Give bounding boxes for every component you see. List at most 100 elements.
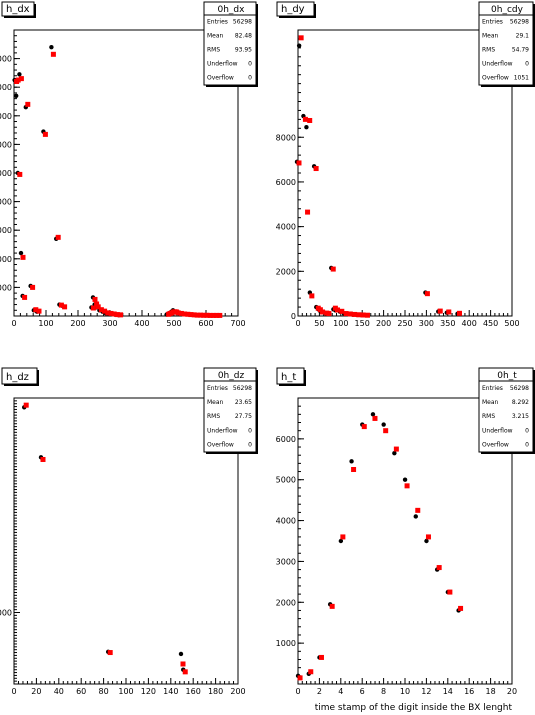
data-point — [191, 312, 197, 318]
data-point — [15, 77, 21, 83]
x-tick-label: 6 — [360, 687, 365, 696]
x-tick-label: 0 — [295, 319, 300, 328]
stats-box — [203, 367, 257, 453]
data-point — [298, 35, 304, 41]
data-point — [413, 514, 418, 519]
x-tick-label: 100 — [118, 687, 133, 696]
series-0 — [12, 44, 220, 318]
chart-title: h_t — [281, 372, 296, 383]
title-box — [1, 367, 38, 385]
data-point — [339, 308, 345, 314]
stats-value: 0 — [525, 61, 529, 68]
x-tick-label: 80 — [99, 687, 109, 696]
series-1 — [297, 415, 464, 681]
data-point — [364, 312, 370, 318]
data-point — [347, 311, 353, 317]
x-tick-label: 40 — [54, 687, 64, 696]
data-point — [58, 302, 64, 308]
y-tick-label: 9000 — [0, 55, 12, 64]
data-point — [198, 312, 204, 318]
y-tick-label: 2000 — [0, 255, 12, 264]
data-point — [308, 669, 314, 675]
series-0 — [22, 405, 186, 672]
data-point — [17, 171, 23, 177]
data-point — [326, 311, 332, 317]
data-point — [340, 534, 346, 540]
x-tick-label: 700 — [230, 319, 245, 328]
chart-h_dy: h_dy 0 50 100 150 200 250 300 350 400 450 500 0 2000 4… — [276, 1, 535, 328]
data-point — [349, 459, 354, 464]
x-tick-label: 500 — [504, 319, 519, 328]
y-tick-label: 1000 — [276, 639, 296, 648]
x-tick-label: 450 — [483, 319, 498, 328]
series-1 — [14, 51, 223, 318]
data-point — [92, 296, 98, 302]
chart-title: h_dy — [281, 4, 305, 15]
chart-h_dx: h_dx 0 100 200 300 400 500 600 700 1000 2000 3000 40… — [0, 1, 258, 328]
data-point — [297, 675, 303, 681]
data-point — [360, 312, 366, 318]
data-point — [393, 446, 399, 452]
x-tick-label: 60 — [76, 687, 86, 696]
y-tick-label: 2000 — [276, 598, 296, 607]
stats-value: 56298 — [510, 385, 529, 392]
y-tick-label: 5000 — [276, 476, 296, 485]
data-point — [42, 131, 48, 137]
x-tick-label: 0 — [11, 687, 16, 696]
stats-value: 27.75 — [235, 413, 252, 420]
stats-value: 54.79 — [512, 47, 529, 54]
series-0 — [295, 412, 461, 679]
data-point — [182, 669, 188, 675]
data-point — [108, 310, 114, 316]
x-tick-label: 20 — [31, 687, 41, 696]
stats-value: 93.95 — [235, 47, 252, 54]
y-tick-label: 5000 — [0, 169, 12, 178]
y-tick-label: 4000 — [276, 517, 296, 526]
data-point — [313, 166, 319, 172]
data-point — [437, 308, 443, 314]
series-1 — [296, 35, 462, 318]
data-point — [98, 307, 104, 313]
stats-title: 0h_dz — [218, 371, 245, 381]
data-point — [14, 93, 19, 98]
data-point — [402, 477, 408, 482]
data-point — [424, 538, 429, 544]
x-tick-label: 200 — [376, 319, 391, 328]
data-point — [201, 312, 207, 318]
stats-value: 29.1 — [516, 33, 530, 40]
data-point — [372, 415, 378, 421]
data-point — [446, 309, 452, 315]
data-point — [49, 44, 54, 50]
stats-box — [203, 1, 257, 86]
stats-key: Overflow — [482, 442, 509, 449]
series-1 — [23, 402, 188, 675]
stats-key: Entries — [207, 19, 228, 26]
x-tick-label: 500 — [166, 319, 181, 328]
data-point — [352, 311, 358, 317]
data-point — [392, 450, 397, 456]
x-tick-label: 50 — [314, 319, 324, 328]
data-point — [118, 312, 124, 318]
data-point — [305, 209, 311, 215]
data-point — [383, 428, 389, 434]
data-point — [22, 294, 28, 300]
data-point — [178, 651, 184, 657]
stats-key: Entries — [207, 385, 228, 392]
stats-value: 23.65 — [235, 399, 252, 406]
data-point — [55, 234, 61, 240]
data-point — [17, 72, 22, 77]
title-box — [276, 1, 315, 17]
x-tick-label: 350 — [440, 319, 455, 328]
stats-value: 0 — [525, 442, 529, 449]
data-point — [415, 507, 421, 513]
x-tick-label: 14 — [443, 687, 453, 696]
data-point — [338, 538, 344, 544]
data-point — [33, 307, 39, 313]
stats-key: Underflow — [482, 427, 513, 434]
stats-key: RMS — [207, 413, 220, 420]
stats-key: Mean — [207, 399, 224, 406]
x-tick-label: 18 — [486, 687, 496, 696]
data-point — [318, 654, 324, 660]
data-point — [458, 605, 464, 611]
x-tick-label: 10 — [400, 687, 410, 696]
